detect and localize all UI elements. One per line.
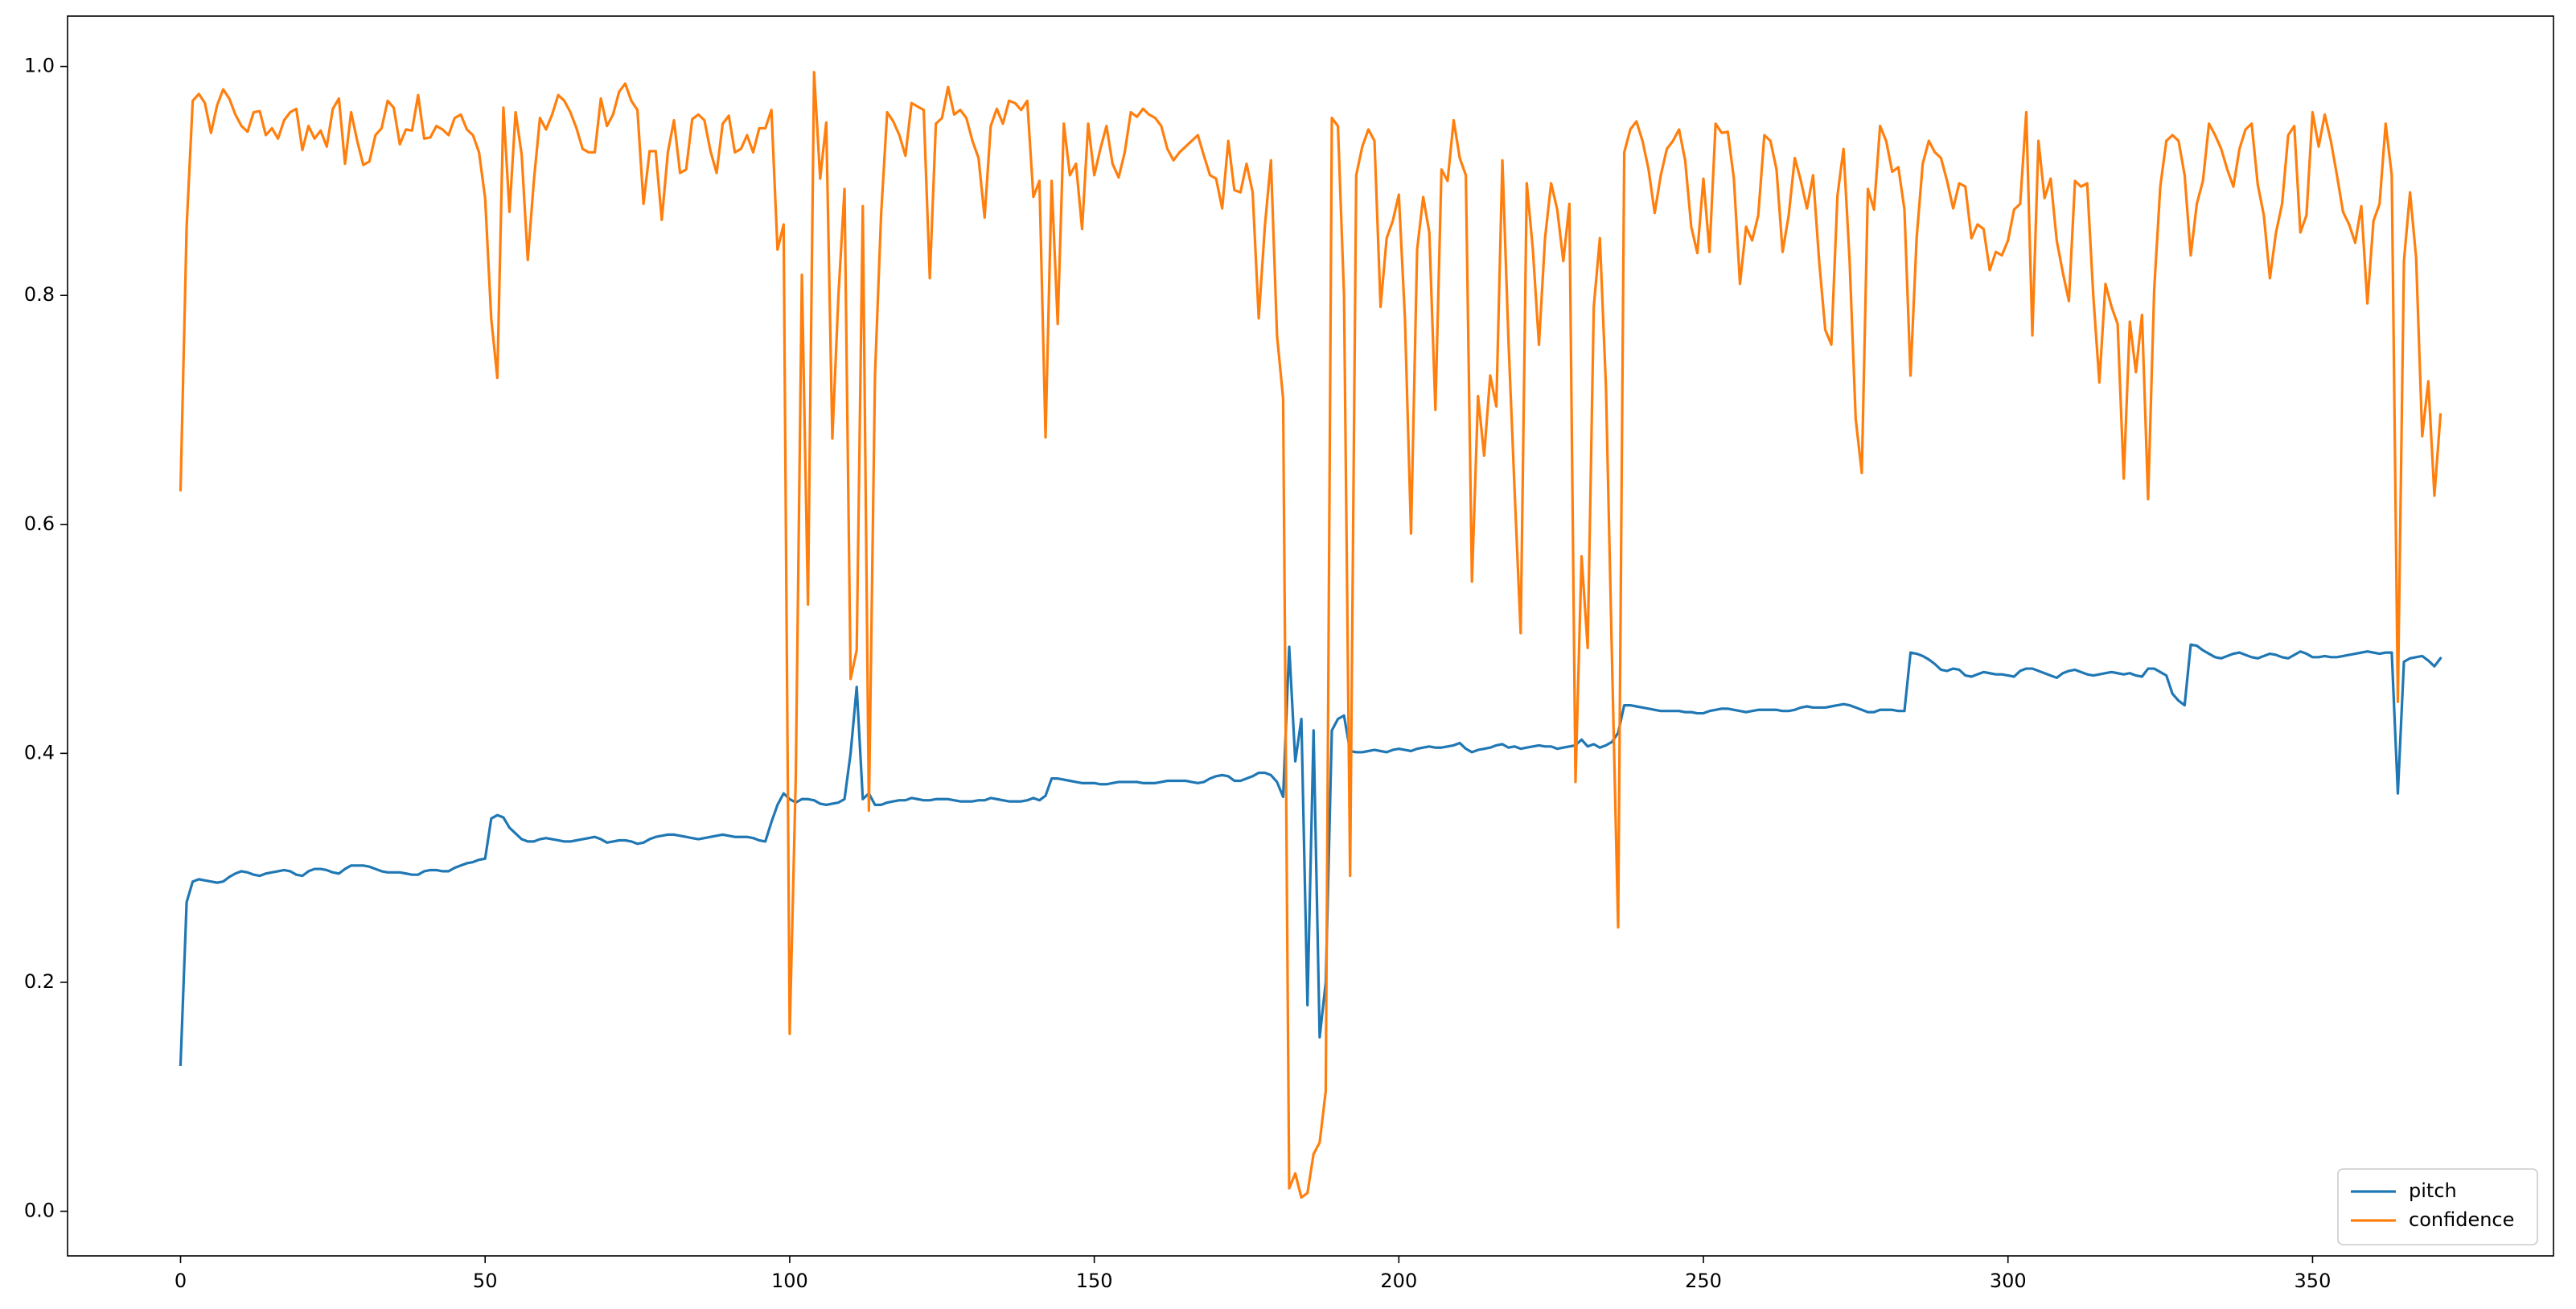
x-tick-label: 150 [1076,1270,1113,1292]
y-tick-label: 0.8 [24,283,55,306]
data-line [179,71,2442,1200]
y-tick-label: 1.0 [24,55,55,77]
x-tick-label: 300 [1990,1270,2027,1292]
x-tick-label: 0 [175,1270,187,1292]
y-tick-label: 0.4 [24,741,55,764]
data-line [179,643,2442,1067]
x-tick-label: 250 [1685,1270,1722,1292]
x-tick-label: 50 [473,1270,498,1292]
y-tick-label: 0.2 [24,970,55,993]
x-tick-label: 350 [2295,1270,2332,1292]
plot-frame [67,15,2554,1257]
y-tick-label: 0.0 [24,1200,55,1222]
y-tick-label: 0.6 [24,512,55,535]
x-tick-label: 100 [771,1270,808,1292]
legend-label: confidence [2409,1208,2514,1231]
legend-box [2337,1168,2538,1245]
x-tick-label: 200 [1380,1270,1417,1292]
legend-label: pitch [2409,1179,2457,1202]
